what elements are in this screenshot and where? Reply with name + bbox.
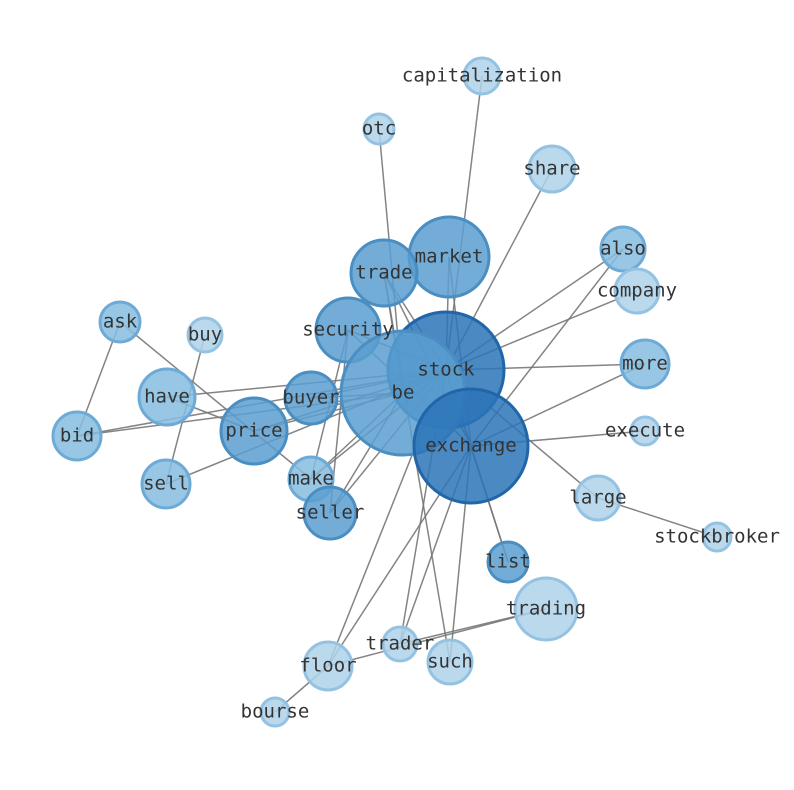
node-label: more [622, 353, 668, 375]
node [462, 56, 502, 96]
node-label: be [392, 382, 415, 404]
node [283, 370, 339, 426]
node-label: capitalization [402, 65, 562, 87]
node-label: buyer [282, 387, 339, 409]
node [219, 396, 289, 466]
node [362, 112, 396, 146]
node-label: sell [143, 473, 189, 495]
node [98, 300, 142, 344]
node [302, 485, 358, 541]
node-label: list [485, 551, 531, 573]
node [513, 576, 579, 642]
node [186, 316, 224, 354]
node-label: share [523, 158, 580, 180]
node [51, 410, 103, 462]
node [412, 387, 530, 505]
node [140, 458, 192, 510]
node [599, 225, 647, 273]
node [613, 267, 661, 315]
node-label: make [288, 468, 334, 490]
node-label: buy [188, 324, 222, 346]
edge [327, 608, 547, 667]
node-label: security [302, 319, 394, 341]
node-label: ask [103, 311, 138, 333]
node-label: floor [299, 655, 356, 677]
node-label: price [225, 420, 282, 442]
node-label: stock [417, 359, 475, 381]
node [619, 338, 671, 390]
node-label: such [427, 651, 473, 673]
node [701, 521, 733, 553]
node [574, 474, 622, 522]
node-label: trader [366, 633, 435, 655]
node [629, 415, 661, 447]
node [302, 640, 354, 692]
node-label: stockbroker [654, 526, 780, 548]
node-label: trade [355, 262, 412, 284]
node-label: bid [60, 425, 94, 447]
node-label: market [415, 246, 484, 268]
node [381, 625, 419, 663]
node [259, 696, 291, 728]
node-label: bourse [241, 701, 310, 723]
nodes [51, 56, 733, 728]
node-label: also [600, 238, 646, 260]
node-label: have [144, 386, 190, 408]
node [349, 238, 419, 308]
node-label: large [569, 487, 626, 509]
node [426, 638, 474, 686]
node-label: execute [605, 420, 685, 442]
node [527, 144, 577, 194]
node-label: company [597, 280, 677, 302]
node-label: seller [296, 502, 365, 524]
node [137, 367, 197, 427]
node-label: exchange [425, 435, 517, 457]
node-label: otc [362, 118, 396, 140]
node [486, 540, 530, 584]
node-label: trading [506, 598, 586, 620]
